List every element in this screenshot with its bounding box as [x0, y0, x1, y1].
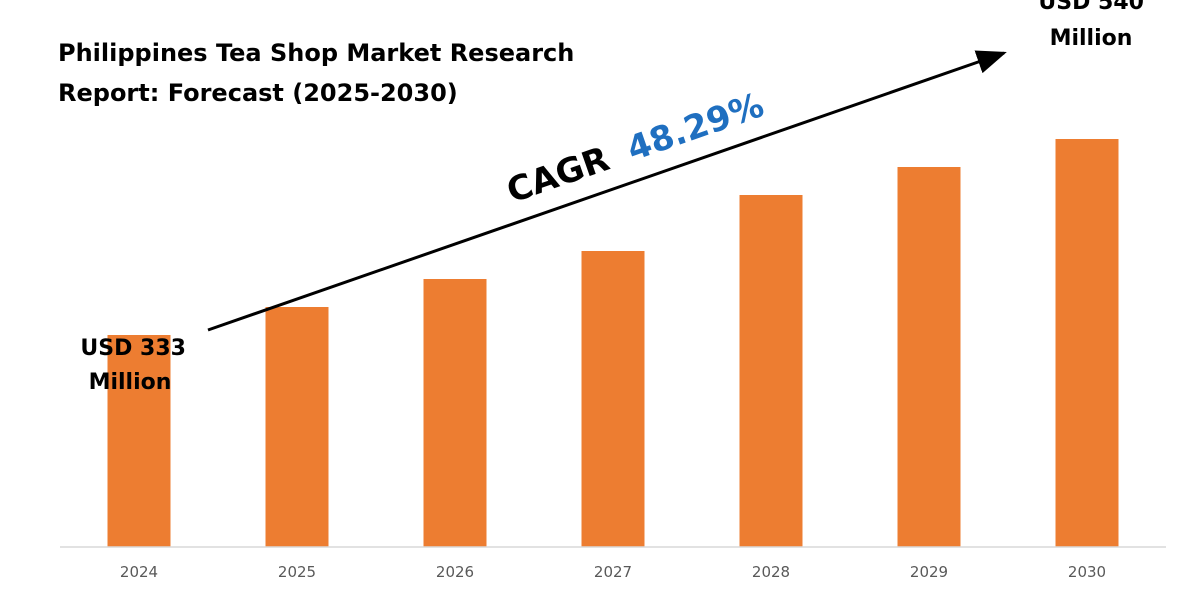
start-value-line-2: Million [89, 370, 172, 395]
end-value-line-1: USD 540 [1038, 0, 1144, 15]
bars-group [107, 139, 1119, 547]
end-value-label: USD 540 Million [1038, 0, 1151, 51]
bar-2026 [423, 279, 487, 547]
bar-2028 [739, 195, 803, 547]
x-tick-label-2029: 2029 [910, 563, 948, 581]
x-tick-labels: 2024 2025 2026 2027 2028 2029 2030 [120, 563, 1106, 581]
growth-arrow [207, 50, 1007, 332]
start-value-label: USD 333 Million [80, 336, 193, 395]
x-tick-label-2030: 2030 [1068, 563, 1106, 581]
chart-title-line-2: Report: Forecast (2025-2030) [58, 79, 458, 107]
cagr-value: 48.29% [622, 85, 769, 169]
bar-2029 [897, 167, 961, 547]
bar-2030 [1055, 139, 1119, 547]
start-value-line-1: USD 333 [80, 336, 186, 361]
cagr-prefix: CAGR [502, 139, 615, 211]
x-tick-label-2025: 2025 [278, 563, 316, 581]
end-value-line-2: Million [1050, 26, 1133, 51]
x-tick-label-2028: 2028 [752, 563, 790, 581]
bar-2027 [581, 251, 645, 547]
x-tick-label-2024: 2024 [120, 563, 158, 581]
x-tick-label-2026: 2026 [436, 563, 474, 581]
bar-2025 [265, 307, 329, 547]
bar-2024 [107, 335, 171, 547]
x-tick-label-2027: 2027 [594, 563, 632, 581]
chart-title-line-1: Philippines Tea Shop Market Research [58, 39, 574, 67]
